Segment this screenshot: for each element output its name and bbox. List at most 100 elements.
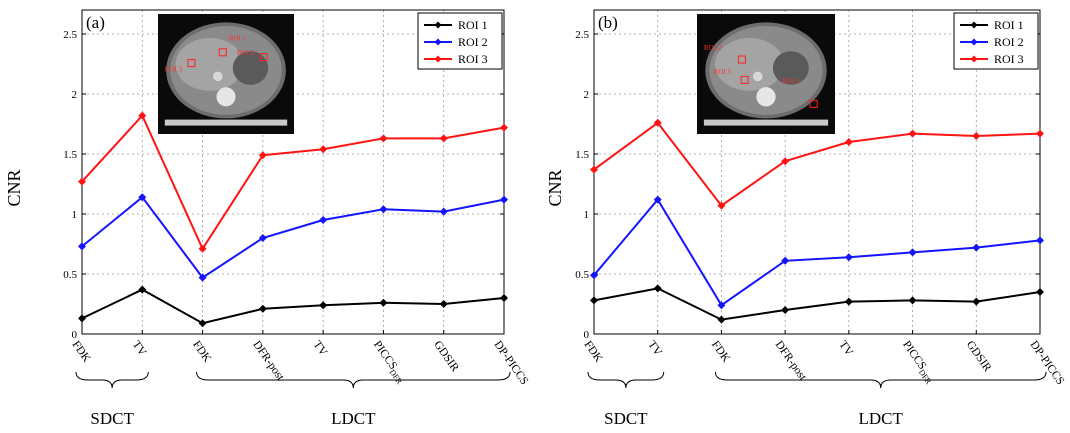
roi-label: ROI 2	[237, 49, 255, 57]
data-point	[138, 111, 147, 120]
stomach	[772, 51, 809, 85]
series-line-2	[593, 121, 1041, 207]
legend-entry: ROI 3	[458, 52, 488, 66]
data-point	[258, 234, 267, 242]
category-label: GDSIR	[431, 339, 461, 374]
data-point	[439, 207, 448, 216]
data-point	[1036, 236, 1044, 245]
y-tick-label: 2.5	[63, 29, 77, 41]
legend-entry: ROI 3	[994, 52, 1024, 66]
y-tick-label: 0.5	[575, 269, 589, 281]
y-axis-label: CNR	[545, 169, 565, 206]
category-label-text: TV	[645, 339, 664, 359]
stomach	[232, 51, 269, 85]
data-point	[78, 242, 86, 251]
roi-label: ROI 3	[165, 66, 183, 74]
legend-entry: ROI 2	[458, 35, 488, 49]
category-label: DFR-post	[773, 339, 809, 384]
spine	[756, 87, 776, 107]
category-label-text: GDSIR	[964, 339, 994, 374]
group-brace	[714, 371, 1047, 389]
data-point	[500, 195, 508, 204]
data-point	[972, 243, 981, 252]
category-subscript: DFR	[388, 368, 405, 386]
ct-inset-image: ROI 1 ROI 2 ROI 3	[158, 14, 294, 134]
data-point	[500, 123, 508, 132]
chart-panel-1: 0 0.5 1 1.5 2 2.5 FDK TV FDK DFR-post TV PICCSDFR GD…	[545, 9, 1066, 428]
aorta	[213, 71, 223, 82]
data-point	[717, 201, 726, 210]
y-tick-label: 0	[584, 329, 590, 341]
legend-marker	[434, 21, 442, 29]
group-brace	[587, 371, 665, 389]
category-label-text: FDK	[709, 339, 732, 365]
data-point	[379, 298, 388, 307]
series-line-2	[81, 113, 505, 251]
category-label-text: DFR-post	[773, 339, 809, 384]
category-label: FDK	[70, 339, 93, 365]
data-point	[653, 195, 662, 204]
panel-label: (b)	[598, 13, 618, 32]
data-point	[844, 253, 853, 262]
category-label-text: GDSIR	[431, 339, 461, 374]
data-point	[908, 129, 917, 138]
legend-entry: ROI 1	[458, 18, 488, 32]
panel-label: (a)	[86, 13, 105, 32]
data-point	[258, 151, 267, 160]
roi-box	[737, 55, 746, 64]
series-line-1	[593, 197, 1041, 307]
spine	[216, 87, 236, 107]
roi-box	[259, 53, 268, 62]
data-point	[198, 244, 207, 253]
liver	[714, 38, 784, 91]
y-tick-label: 2.5	[575, 29, 589, 41]
ct-table	[164, 119, 288, 126]
chart-panel-0: 0 0.5 1 1.5 2 2.5 FDK TV FDK DFR-post TV PICCSDFR GD…	[4, 9, 530, 428]
data-point	[717, 315, 726, 324]
data-point	[198, 273, 207, 282]
data-point	[653, 284, 662, 293]
category-label: FDK	[190, 339, 213, 365]
data-point	[439, 134, 448, 143]
data-point	[717, 301, 726, 310]
data-point	[1036, 288, 1044, 296]
category-label: FDK	[582, 339, 605, 365]
aorta	[752, 71, 763, 82]
category-label-text: TV	[836, 339, 855, 359]
legend-entry: ROI 2	[994, 35, 1024, 49]
ct-table	[703, 119, 829, 126]
data-point	[78, 177, 86, 186]
data-point	[319, 216, 328, 224]
category-label-text: FDK	[70, 339, 93, 365]
data-point	[590, 296, 598, 305]
data-point	[319, 301, 328, 310]
y-tick-label: 1.5	[575, 149, 589, 161]
category-label: TV	[836, 339, 855, 359]
data-point	[319, 145, 328, 154]
data-point	[908, 248, 917, 257]
group-label: LDCT	[331, 409, 376, 428]
data-point	[198, 319, 207, 328]
y-tick-label: 1	[72, 209, 78, 221]
category-label: TV	[311, 339, 330, 359]
data-point	[1036, 129, 1044, 138]
legend-marker	[970, 21, 978, 29]
data-point	[844, 297, 853, 306]
legend-marker	[970, 38, 978, 46]
category-label: DFR-post	[250, 339, 286, 384]
data-point	[653, 118, 662, 127]
category-label-text: TV	[130, 339, 149, 359]
roi-label: ROI 2	[704, 44, 722, 52]
group-brace	[75, 371, 149, 389]
roi-box	[218, 48, 227, 57]
legend-marker	[970, 55, 978, 63]
roi-box	[740, 75, 749, 84]
roi-box	[187, 59, 196, 68]
category-label: PICCSDFR	[898, 339, 937, 387]
y-tick-label: 0.5	[63, 269, 77, 281]
data-point	[500, 294, 508, 302]
data-point	[379, 134, 388, 143]
legend-entry: ROI 1	[994, 18, 1024, 32]
data-point	[781, 157, 790, 166]
legend-marker	[434, 38, 442, 46]
